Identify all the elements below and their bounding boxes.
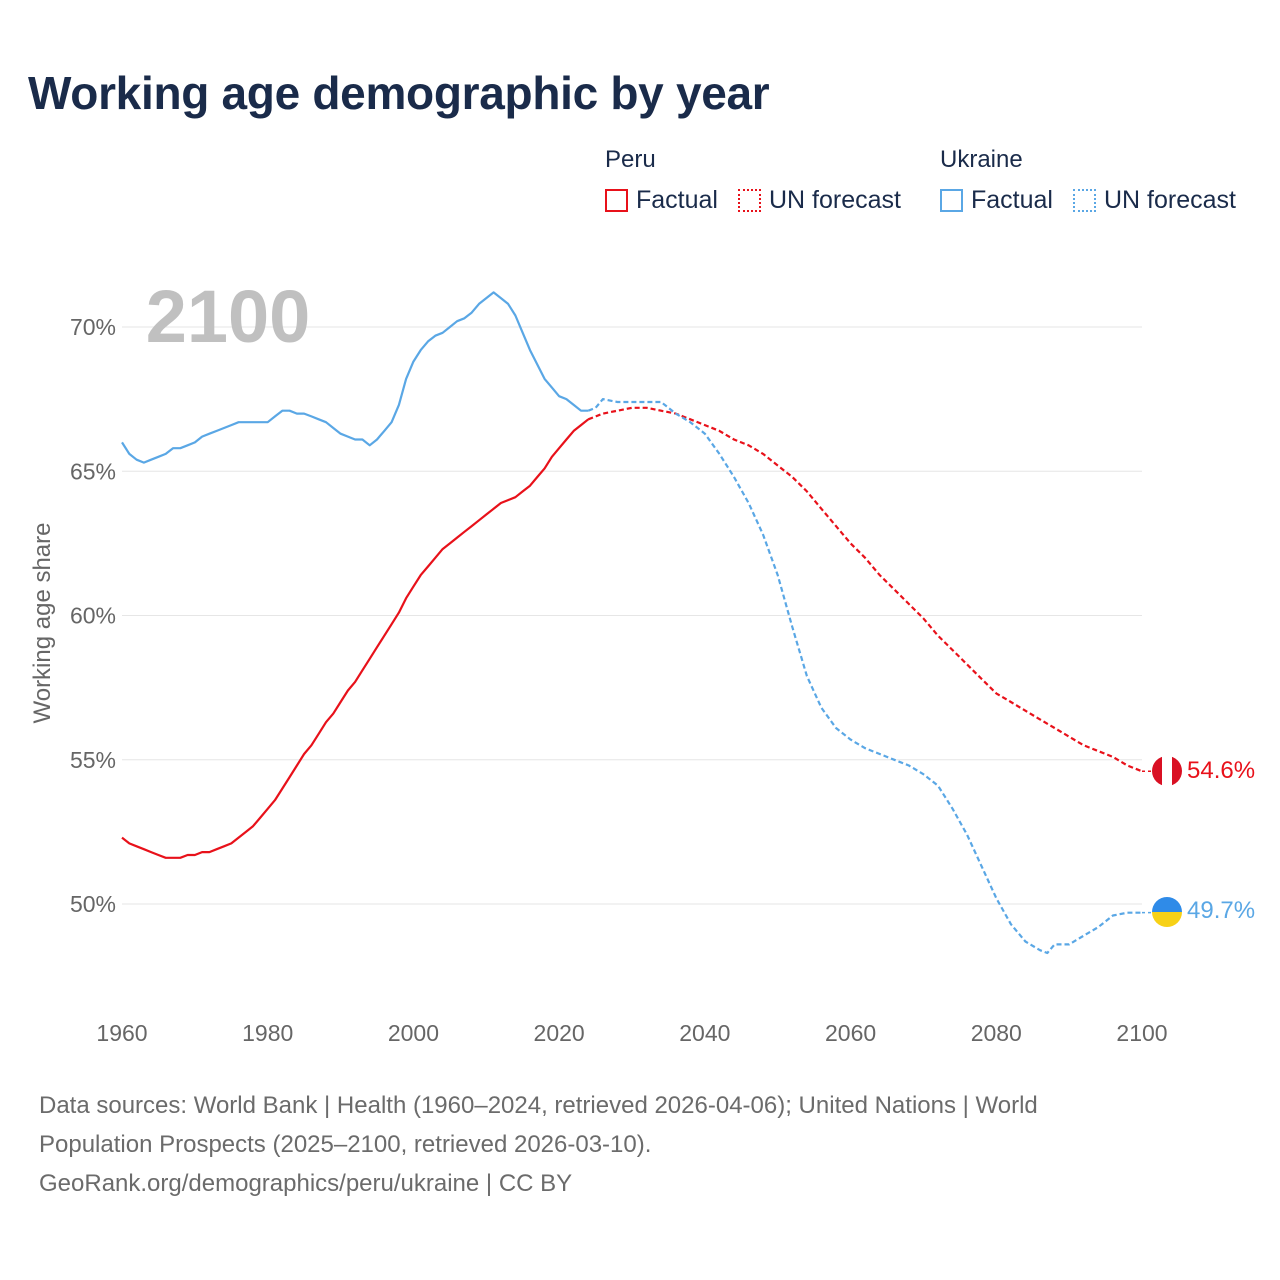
data-sources: Data sources: World Bank | Health (1960–… [39,1086,1219,1203]
sources-line-1: Data sources: World Bank | Health (1960–… [39,1092,1038,1119]
x-tick-label: 1980 [242,1020,293,1046]
legend-peru-title: Peru [605,146,656,173]
legend-ukraine-factual-label: Factual [971,186,1053,214]
x-tick-label: 1960 [96,1020,147,1046]
x-tick-label: 2000 [388,1020,439,1046]
legend-ukraine-forecast-label: UN forecast [1104,186,1236,214]
series-line-peru-forecast[interactable] [587,406,1143,773]
line-chart: 2100 50% 55% 60% 65% 70% 1960 1980 2000 2020 204… [29,275,1255,1046]
ukraine-flag-icon [1152,897,1182,927]
x-tick-label: 2080 [971,1020,1022,1046]
end-value-ukraine: 49.7% [1187,897,1255,924]
legend-ukraine-title: Ukraine [940,146,1023,173]
year-watermark: 2100 [146,275,311,358]
end-value-peru: 54.6% [1187,757,1255,784]
y-tick-label: 50% [70,891,116,917]
legend-ukraine-forecast[interactable]: UN forecast [1073,186,1236,215]
x-tick-label: 2020 [534,1020,585,1046]
y-tick-label: 55% [70,747,116,773]
y-tick-label: 65% [70,458,116,484]
series-line-ukraine-forecast[interactable] [587,398,1142,955]
series-line-ukraine-factual[interactable] [121,291,589,464]
legend-peru-factual[interactable]: Factual [605,186,718,215]
legend-peru-forecast-label: UN forecast [769,186,901,214]
y-tick-label: 70% [70,314,116,340]
x-tick-label: 2100 [1116,1020,1167,1046]
legend-peru-factual-label: Factual [636,186,718,214]
legend-ukraine-factual[interactable]: Factual [940,186,1053,215]
y-axis-label: Working age share [29,523,56,724]
y-tick-label: 60% [70,603,116,629]
sources-link[interactable]: GeoRank.org/demographics/peru/ukraine | … [39,1170,573,1197]
legend-ukraine-forecast-swatch [1073,189,1096,212]
series-line-peru-factual[interactable] [121,418,589,859]
sources-line-2: Population Prospects (2025–2100, retriev… [39,1131,652,1158]
legend-ukraine-factual-swatch [940,189,963,212]
x-tick-label: 2040 [679,1020,730,1046]
chart-title: Working age demographic by year [28,67,770,119]
x-tick-label: 2060 [825,1020,876,1046]
peru-flag-icon [1152,756,1182,786]
legend-peru-forecast[interactable]: UN forecast [738,186,901,215]
legend-peru-forecast-swatch [738,189,761,212]
legend-peru-factual-swatch [605,189,628,212]
